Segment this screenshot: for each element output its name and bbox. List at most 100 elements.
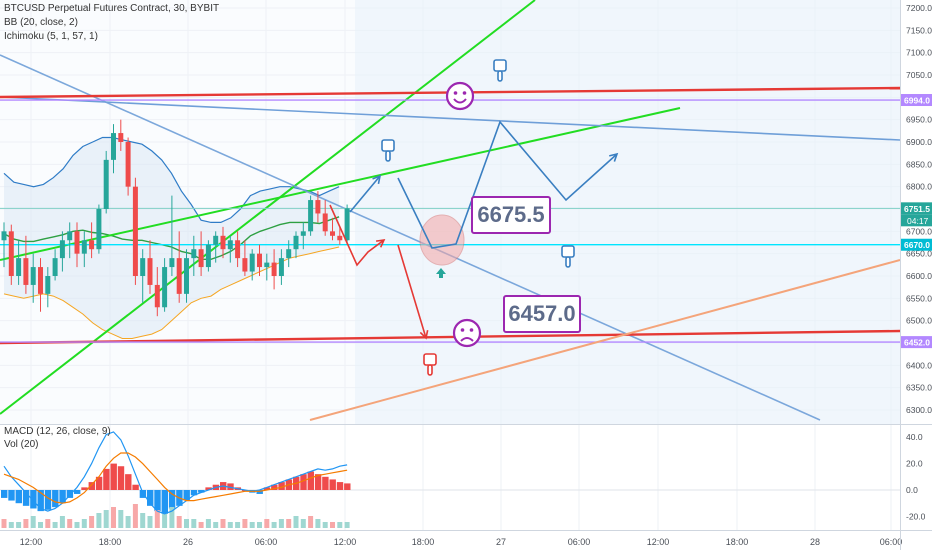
- candle-body: [330, 231, 335, 236]
- candle-body: [344, 208, 350, 241]
- candle-body: [169, 258, 175, 268]
- volume-bar: [30, 516, 36, 528]
- time-tick-label: 18:00: [412, 537, 435, 547]
- macd-histogram-bar: [88, 482, 95, 490]
- time-axis: 12:00 18:00 26 06:00 12:00 18:00 27 06:00 12:00 1…: [20, 537, 903, 547]
- time-tick-label: 06:00: [255, 537, 278, 547]
- candle-body: [154, 284, 160, 308]
- vol-legend[interactable]: Vol (20): [4, 439, 39, 450]
- macd-legend[interactable]: MACD (12, 26, close, 9): [4, 426, 111, 437]
- macd-histogram-bar: [344, 483, 351, 490]
- price-axis-pane[interactable]: [900, 0, 932, 550]
- candle-body: [23, 258, 29, 285]
- candle-body: [242, 258, 248, 272]
- volume-bar: [74, 522, 80, 528]
- macd-histogram-bar: [103, 468, 110, 490]
- candle-body: [140, 258, 146, 276]
- price-tick-label: 6900.0: [906, 137, 932, 147]
- descending-trend-line: [0, 54, 821, 421]
- candle-body: [213, 235, 219, 245]
- macd-histogram-bar: [117, 466, 125, 490]
- macd-histogram-bar: [1, 490, 8, 498]
- ichimoku-legend[interactable]: Ichimoku (5, 1, 57, 1): [4, 31, 98, 42]
- volume-bar: [111, 507, 116, 528]
- arrow-blue-path-head: [609, 152, 619, 162]
- volume-bar: [169, 507, 175, 528]
- candle-body: [286, 249, 292, 259]
- candle-body: [271, 262, 277, 276]
- macd-histogram-bar: [132, 484, 139, 490]
- macd-pane: [0, 431, 900, 528]
- macd-histogram-bar: [66, 490, 74, 498]
- volume-bar: [205, 519, 211, 528]
- volume-bar: [52, 522, 58, 528]
- hand-down-icon-1-palm: [493, 59, 507, 72]
- macd-histogram-bar: [154, 490, 161, 512]
- price-badge: [901, 238, 932, 251]
- macd-histogram-bar: [314, 474, 322, 490]
- candle-body: [235, 240, 241, 259]
- volume-bar: [300, 519, 306, 528]
- hand-down-icon-3-palm: [561, 245, 575, 258]
- candle-body: [147, 258, 153, 285]
- macd-histogram-bar: [139, 490, 147, 498]
- time-tick-label: 28: [810, 537, 820, 547]
- price-tick-label: 7200.0: [906, 3, 932, 13]
- cloud-region: [355, 0, 900, 424]
- macd-histogram-bar: [190, 490, 198, 496]
- price-badge: [901, 202, 932, 215]
- price-tick-label: 6700.0: [906, 226, 932, 236]
- macd-histogram-bar: [15, 490, 22, 504]
- price-tick-label: 6300.0: [906, 405, 932, 415]
- candle-body: [8, 231, 14, 276]
- candle-body: [96, 209, 102, 250]
- candle-body: [89, 240, 95, 250]
- arrow-blue-1: [349, 174, 382, 213]
- candle-body: [67, 231, 73, 241]
- volume-bar: [308, 516, 314, 528]
- volume-bar: [118, 510, 124, 528]
- happy-face-icon-eye-left: [453, 91, 458, 95]
- forecast-arrows: [329, 59, 619, 376]
- volume-bar: [67, 519, 73, 528]
- volume-bar: [96, 513, 102, 528]
- volume-bar: [330, 522, 335, 528]
- bb-legend[interactable]: BB (20, close, 2): [4, 17, 78, 28]
- ichimoku-cloud: [355, 0, 900, 424]
- volume-bar: [278, 519, 284, 528]
- candle-body: [293, 235, 299, 250]
- price-badge-timer-text: 04:17: [907, 216, 929, 226]
- volume-bar: [89, 516, 95, 528]
- volume-bar: [59, 516, 65, 528]
- bottom-price-label[interactable]: 6457.0: [503, 295, 581, 333]
- volume-bar: [235, 522, 241, 528]
- happy-face-icon: [445, 81, 475, 111]
- candle-body: [118, 133, 124, 142]
- arrow-red-down-head: [419, 330, 429, 340]
- bb-upper-line: [3, 136, 340, 223]
- macd-histogram-bar: [74, 490, 81, 494]
- macd-histogram-bar: [322, 476, 329, 490]
- bottom-red-line: [0, 329, 901, 345]
- symbol-title[interactable]: BTCUSD Perpetual Futures Contract, 30, B…: [4, 3, 220, 14]
- volume-bar: [162, 513, 168, 528]
- candle-body: [264, 262, 270, 268]
- price-tick-label: 7150.0: [906, 25, 932, 35]
- sad-face-icon-eye-left: [460, 328, 465, 332]
- orange-support-line: [309, 259, 901, 421]
- target-price-label[interactable]: 6675.5: [471, 196, 551, 234]
- volume-bar: [271, 522, 277, 528]
- sad-face-icon-eye-right: [469, 328, 474, 332]
- price-tick-label: 6350.0: [906, 383, 932, 393]
- volume-bar: [23, 519, 29, 528]
- candle-body: [337, 235, 343, 241]
- volume-bar: [103, 510, 109, 528]
- price-tick-label: 6800.0: [906, 182, 932, 192]
- arrow-red-short-head: [375, 238, 386, 248]
- volume-bar: [16, 522, 22, 528]
- arrow-red-short: [329, 204, 386, 267]
- candle-body: [249, 253, 255, 272]
- sad-face-icon-outline: [452, 318, 482, 348]
- candle-body: [184, 258, 189, 294]
